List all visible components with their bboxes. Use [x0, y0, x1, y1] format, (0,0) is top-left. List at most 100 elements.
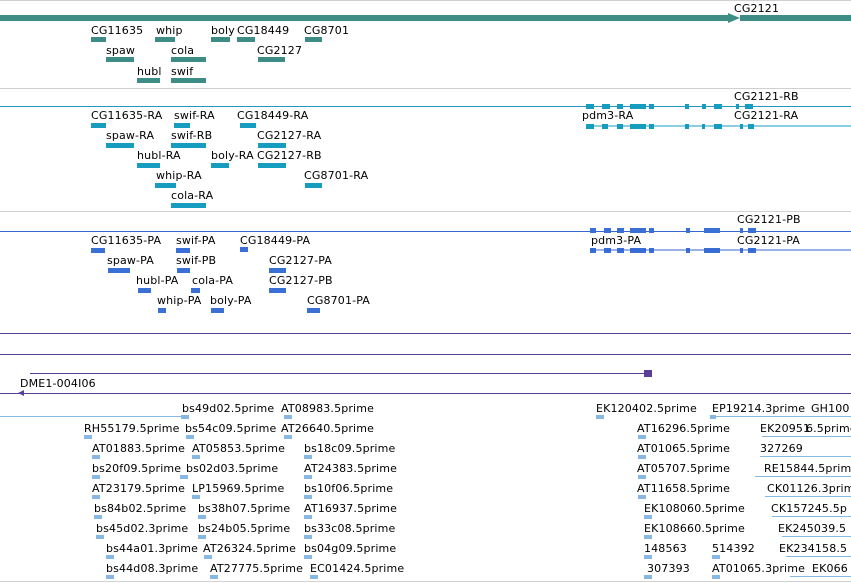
protein-label[interactable]: spaw-PA — [107, 254, 154, 267]
est-label[interactable]: AT16296.5prime — [637, 422, 731, 435]
protein-label[interactable]: CG8701-PA — [307, 294, 370, 307]
transcript-label[interactable]: CG2127-RA — [257, 129, 322, 142]
est-span-line — [786, 556, 851, 557]
protein-label[interactable]: cola-PA — [192, 274, 234, 287]
transcript-label[interactable]: whip-RA — [156, 169, 202, 182]
est-label[interactable]: EC01424.5prime — [310, 562, 405, 575]
protein-label[interactable]: CG2121-PB — [737, 213, 801, 226]
est-label[interactable]: bs44a01.3prime — [106, 542, 199, 555]
est-label[interactable]: EP19214.3prime — [712, 402, 806, 415]
est-label[interactable]: AT16937.5prime — [304, 502, 398, 515]
est-label[interactable]: bs04g09.5prime — [304, 542, 397, 555]
gene-label[interactable]: spaw — [106, 44, 136, 57]
est-label[interactable]: EK245039.5 — [778, 522, 847, 535]
gene-label[interactable]: hubl — [137, 65, 162, 78]
protein-label[interactable]: CG2121-PA — [737, 234, 800, 247]
transcript-label[interactable]: swif-RB — [171, 129, 213, 142]
est-label[interactable]: AT11658.5prime — [637, 482, 731, 495]
gene-label[interactable]: cola — [171, 44, 195, 57]
est-span-line — [762, 436, 851, 437]
protein-label[interactable]: CG11635-PA — [91, 234, 162, 247]
est-label[interactable]: AT26324.5prime — [203, 542, 297, 555]
est-label[interactable]: EK20951 — [760, 422, 811, 435]
gene-CG2121-arrow — [728, 13, 740, 23]
gene-label[interactable]: CG2127 — [257, 44, 303, 57]
protein-track-line — [0, 231, 851, 232]
protein-label[interactable]: whip-PA — [157, 294, 202, 307]
protein-label[interactable]: pdm3-PA — [591, 234, 642, 247]
gene-label[interactable]: whip — [156, 24, 183, 37]
est-label[interactable]: AT01065.5prime — [637, 442, 731, 455]
est-label[interactable]: bs54c09.5prime — [185, 422, 277, 435]
est-label[interactable]: bs18c09.5prime — [304, 442, 396, 455]
transcript-label[interactable]: swif-RA — [174, 109, 215, 122]
est-label[interactable]: AT24383.5prime — [304, 462, 398, 475]
protein-label[interactable]: CG18449-PA — [240, 234, 311, 247]
est-label[interactable]: 148563 — [644, 542, 687, 555]
transcript-label[interactable]: CG2121-RA — [734, 109, 799, 122]
est-label[interactable]: bs20f09.5prime — [92, 462, 182, 475]
est-label[interactable]: AT27775.5prime — [210, 562, 304, 575]
clone-label[interactable]: DME1-004I06 — [20, 377, 96, 390]
transcript-label[interactable]: CG18449-RA — [237, 109, 309, 122]
transcript-label[interactable]: pdm3-RA — [582, 109, 634, 122]
est-label[interactable]: bs10f06.5prime — [304, 482, 394, 495]
est-label[interactable]: bs44d08.3prime — [106, 562, 199, 575]
est-label[interactable]: bs02d03.5prime — [186, 462, 279, 475]
est-label[interactable]: EK234158.5 — [779, 542, 848, 555]
est-label[interactable]: bs24b05.5prime — [198, 522, 291, 535]
gene-CG8701-box — [305, 37, 322, 42]
protein-label[interactable]: boly-PA — [210, 294, 252, 307]
est-label[interactable]: 514392 — [712, 542, 755, 555]
protein-label[interactable]: CG2127-PA — [269, 254, 332, 267]
est-label[interactable]: CK157245.5p — [771, 502, 848, 515]
transcript-label[interactable]: CG11635-RA — [91, 109, 163, 122]
transcript-label[interactable]: boly-RA — [211, 149, 254, 162]
est-label[interactable]: AT01883.5prime — [92, 442, 186, 455]
protein-label[interactable]: hubl-PA — [136, 274, 179, 287]
gene-label[interactable]: CG11635 — [91, 24, 144, 37]
est-label[interactable]: bs84b02.5prime — [94, 502, 187, 515]
est-label[interactable]: AT08983.5prime — [281, 402, 375, 415]
est-label[interactable]: AT05853.5prime — [192, 442, 286, 455]
track-separator — [0, 0, 851, 1]
transcript-label[interactable]: hubl-RA — [137, 149, 181, 162]
est-label[interactable]: GH100 — [811, 402, 850, 415]
est-label[interactable]: bs38h07.5prime — [198, 502, 291, 515]
est-label[interactable]: EK108660.5prime — [644, 522, 745, 535]
est-label[interactable]: CK01126.3prime — [767, 482, 851, 495]
gene-label[interactable]: CG18449 — [237, 24, 290, 37]
est-label[interactable]: 6.5prime — [806, 422, 851, 435]
gene-label[interactable]: swif — [171, 65, 194, 78]
est-label[interactable]: EK066 — [812, 562, 848, 575]
gene-label[interactable]: CG8701 — [304, 24, 350, 37]
est-label[interactable]: 307393 — [647, 562, 690, 575]
est-label[interactable]: LP15969.5prime — [192, 482, 285, 495]
est-label[interactable]: AT01065.3prime — [712, 562, 806, 575]
transcript-label[interactable]: cola-RA — [171, 189, 214, 202]
transcript-label[interactable]: CG2127-RB — [257, 149, 322, 162]
est-label[interactable]: AT26640.5prime — [281, 422, 375, 435]
est-label[interactable]: 327269 — [760, 442, 803, 455]
est-label[interactable]: RH55179.5prime — [84, 422, 180, 435]
gene-track-span-line — [740, 15, 851, 21]
protein-label[interactable]: swif-PA — [176, 234, 216, 247]
protein-label[interactable]: swif-PB — [176, 254, 217, 267]
est-label[interactable]: EK108060.5prime — [644, 502, 745, 515]
est-label[interactable]: bs33c08.5prime — [304, 522, 396, 535]
est-label[interactable]: RE15844.5prime — [764, 462, 851, 475]
gene-label[interactable]: boly — [211, 24, 235, 37]
gene-label[interactable]: CG2121 — [734, 2, 780, 15]
est-label[interactable]: AT05707.5prime — [637, 462, 731, 475]
est-label[interactable]: EK120402.5prime — [596, 402, 697, 415]
transcript-label[interactable]: CG2121-RB — [734, 90, 799, 103]
est-label[interactable]: bs45d02.3prime — [96, 522, 189, 535]
purple-track-line — [0, 354, 851, 355]
est-label[interactable]: AT23179.5prime — [92, 482, 186, 495]
gene-spaw-box — [106, 57, 134, 62]
protein-label[interactable]: CG2127-PB — [269, 274, 333, 287]
transcript-label[interactable]: spaw-RA — [106, 129, 155, 142]
est-label[interactable]: bs49d02.5prime — [182, 402, 275, 415]
transcript-label[interactable]: CG8701-RA — [304, 169, 369, 182]
gene-CG18449-box — [237, 37, 255, 42]
